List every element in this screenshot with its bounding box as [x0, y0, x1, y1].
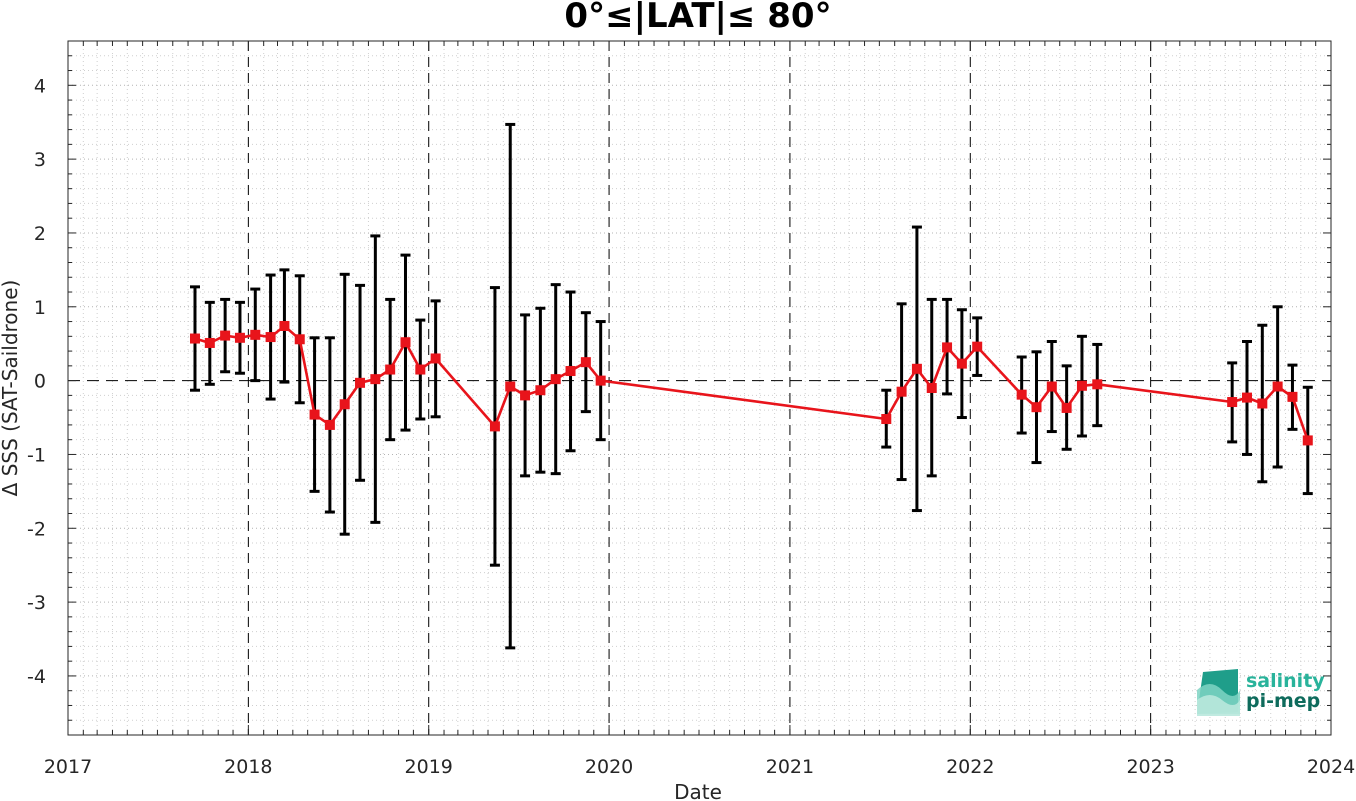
data-point-marker — [956, 358, 967, 369]
data-point-marker — [550, 374, 561, 385]
x-tick-label: 2021 — [766, 756, 814, 778]
y-tick-label: -3 — [27, 592, 46, 614]
data-point-marker — [250, 329, 261, 340]
data-point-marker — [355, 377, 366, 388]
data-point-marker — [881, 414, 892, 425]
data-point-marker — [1302, 435, 1313, 446]
data-point-marker — [294, 334, 305, 345]
y-tick-label: 3 — [34, 149, 46, 171]
data-point-marker — [580, 357, 591, 368]
x-axis-label: Date — [674, 780, 722, 801]
data-point-marker — [1046, 381, 1057, 392]
logo-wave-icon — [1197, 669, 1240, 716]
data-point-marker — [234, 332, 245, 343]
data-point-marker — [385, 364, 396, 375]
data-point-marker — [204, 337, 215, 348]
data-point-marker — [189, 333, 200, 344]
data-point-marker — [926, 383, 937, 393]
grid-layer — [68, 41, 1331, 735]
x-tick-label: 2020 — [585, 756, 633, 778]
data-point-marker — [1076, 380, 1087, 391]
plot-frame — [67, 40, 1332, 736]
data-point-marker — [1227, 397, 1238, 408]
data-point-marker — [309, 409, 320, 420]
x-tick-label: 2022 — [946, 756, 994, 778]
logo-text-salinity: salinity — [1246, 670, 1325, 692]
chart-title: 0°≤|LAT|≤ 80° — [564, 0, 831, 36]
data-point-marker — [324, 419, 335, 430]
y-tick-label: -4 — [27, 666, 46, 688]
data-point-marker — [1257, 398, 1268, 409]
data-point-marker — [415, 364, 426, 375]
y-tick-label: 0 — [34, 371, 46, 393]
logo-text-pimep: pi-mep — [1246, 690, 1320, 712]
data-point-marker — [1016, 389, 1027, 400]
x-tick-label: 2017 — [44, 756, 92, 778]
data-point-marker — [1092, 379, 1103, 390]
data-point-marker — [565, 366, 576, 377]
axis-layer: -4 -3 -2 -1 0 1 2 3 4 2017 2018 2019 2020 2021 2022 202… — [27, 40, 1355, 778]
data-point-marker — [1031, 402, 1042, 413]
data-point-marker — [972, 341, 983, 352]
y-tick-label: -1 — [27, 444, 46, 466]
data-point-marker — [265, 332, 276, 343]
salinity-pi-mep-logo: salinity pi-mep — [1197, 669, 1325, 716]
y-tick-label: -2 — [27, 518, 46, 540]
data-point-marker — [1272, 381, 1283, 392]
data-point-marker — [489, 421, 500, 432]
data-point-marker — [505, 381, 516, 392]
y-tick-label: 4 — [34, 75, 46, 97]
x-tick-label: 2023 — [1126, 756, 1174, 778]
data-point-marker — [279, 320, 290, 331]
data-point-marker — [1241, 392, 1252, 403]
y-tick-label: 2 — [34, 223, 46, 245]
data-point-marker — [400, 337, 411, 348]
x-tick-label: 2024 — [1307, 756, 1355, 778]
data-point-marker — [595, 375, 606, 386]
data-point-marker — [370, 374, 381, 385]
data-point-marker — [1061, 402, 1072, 413]
y-tick-label: 1 — [34, 297, 46, 319]
data-point-marker — [1287, 391, 1298, 402]
y-axis-label: Δ SSS (SAT-Saildrone) — [0, 280, 22, 497]
data-layer — [189, 122, 1313, 650]
data-point-marker — [896, 386, 907, 397]
data-point-marker — [220, 330, 231, 341]
data-point-marker — [339, 399, 350, 410]
x-tick-label: 2019 — [405, 756, 453, 778]
data-point-marker — [520, 390, 531, 401]
x-tick-label: 2018 — [224, 756, 272, 778]
data-point-marker — [911, 363, 922, 374]
data-point-marker — [535, 385, 546, 396]
data-point-marker — [430, 353, 441, 364]
data-point-marker — [942, 342, 953, 353]
